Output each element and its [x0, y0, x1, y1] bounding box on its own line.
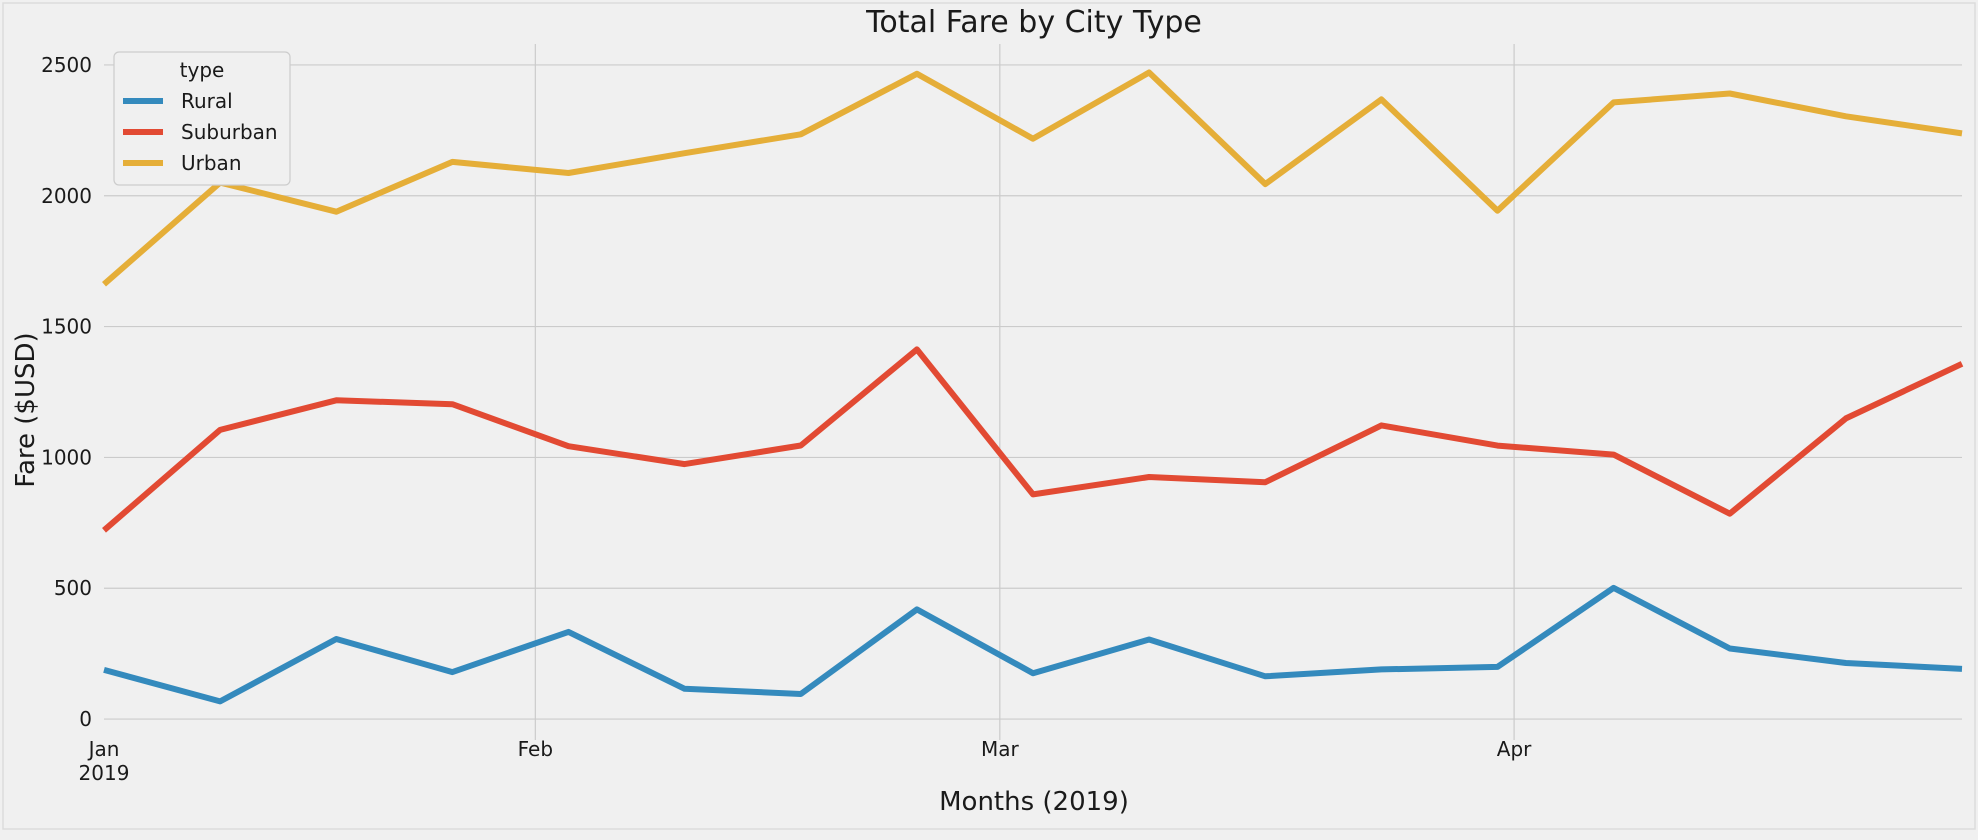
legend: type Rural Suburban Urban	[113, 51, 291, 186]
series-line-rural	[103, 584, 1963, 705]
legend-label-suburban: Suburban	[181, 120, 278, 144]
y-axis-label: Fare ($USD)	[11, 332, 41, 487]
series-lines	[102, 69, 1964, 705]
x-tick-label: Feb	[518, 737, 553, 761]
x-tick-label: Jan	[87, 737, 120, 761]
series-line-urban	[102, 69, 1963, 287]
legend-label-rural: Rural	[181, 89, 233, 113]
y-tick-label: 1500	[41, 315, 92, 339]
y-tick-label: 2500	[41, 53, 92, 77]
x-tick-label: Mar	[981, 737, 1020, 761]
y-tick-label: 500	[54, 576, 92, 600]
legend-box	[113, 51, 291, 186]
y-tick-label: 1000	[41, 445, 92, 469]
legend-title: type	[180, 58, 225, 82]
y-tick-label: 0	[79, 707, 92, 731]
series-line-suburban	[102, 346, 1964, 533]
x-axis-label: Months (2019)	[939, 787, 1129, 817]
legend-label-urban: Urban	[181, 151, 242, 175]
x-tick-sublabel: 2019	[79, 761, 130, 785]
y-tick-label: 2000	[41, 184, 92, 208]
grid-lines	[104, 44, 1962, 740]
x-tick-label: Apr	[1497, 737, 1532, 761]
y-axis-ticks: 0 500 1000 1500 2000 2500	[41, 53, 92, 731]
chart-title: Total Fare by City Type	[865, 5, 1202, 40]
